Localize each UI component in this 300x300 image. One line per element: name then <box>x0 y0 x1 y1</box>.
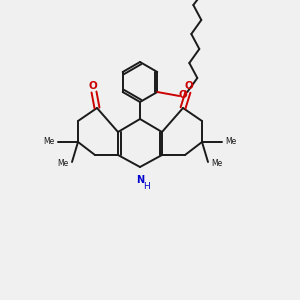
Text: Me: Me <box>225 136 236 146</box>
Text: Me: Me <box>44 136 55 146</box>
Text: N: N <box>136 175 144 185</box>
Text: Me: Me <box>211 158 222 167</box>
Text: O: O <box>179 90 188 100</box>
Text: H: H <box>142 182 149 191</box>
Text: Me: Me <box>58 158 69 167</box>
Text: O: O <box>184 81 194 91</box>
Text: O: O <box>88 81 98 91</box>
